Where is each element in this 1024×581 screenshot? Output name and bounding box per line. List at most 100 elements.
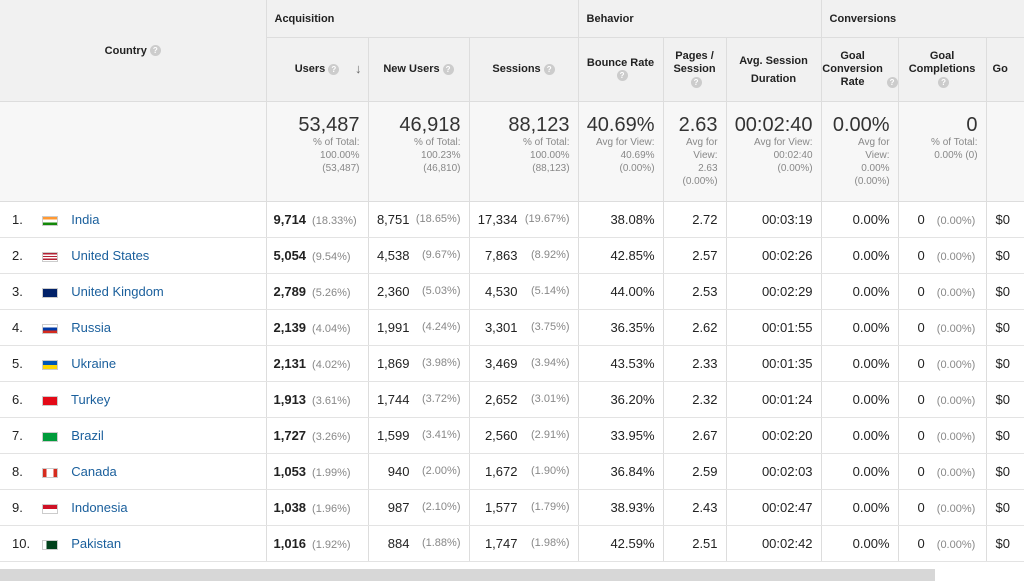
row-rank: 3. (12, 284, 23, 299)
pages-session-cell: 2.57 (663, 237, 727, 274)
goal-value-cell: $0 (986, 201, 1024, 238)
pages-session-cell: 2.43 (663, 489, 727, 526)
country-link[interactable]: Indonesia (71, 500, 128, 515)
goal-rate-cell: 0.00% (821, 201, 899, 238)
goal-rate-cell: 0.00% (821, 345, 899, 382)
bounce-rate-cell: 36.20% (578, 381, 664, 418)
sessions-header[interactable]: Sessions? (469, 37, 579, 102)
new-users-cell: 1,744 (3.72%) (368, 381, 470, 418)
report-table: Country? Acquisition Behavior Conversion… (0, 0, 1024, 562)
country-cell: 4. Russia (0, 309, 267, 346)
sessions-cell: 4,530 (5.14%) (469, 273, 579, 310)
goal-completions-cell: 0 (0.00%) (898, 453, 987, 490)
row-rank: 10. (12, 536, 31, 551)
goal-value-cell: $0 (986, 417, 1024, 454)
help-icon[interactable]: ? (328, 63, 340, 75)
duration-cell: 00:02:29 (726, 273, 822, 310)
table-row: 3. United Kingdom 2,789 (5.26%) 2,360 (5.0… (0, 273, 1024, 310)
sessions-cell: 1,577 (1.79%) (469, 489, 579, 526)
new-users-header[interactable]: New Users? (368, 37, 470, 102)
duration-cell: 00:01:55 (726, 309, 822, 346)
goal-conversion-rate-header[interactable]: Goal Conversion Rate? (821, 37, 899, 102)
sessions-cell: 3,301 (3.75%) (469, 309, 579, 346)
total-sessions: 88,123% of Total: 100.00% (88,123) (469, 101, 579, 202)
country-link[interactable]: India (71, 212, 100, 227)
bounce-rate-cell: 44.00% (578, 273, 664, 310)
help-icon[interactable]: ? (149, 45, 161, 57)
country-header[interactable]: Country? (0, 0, 267, 102)
goal-value-cell: $0 (986, 489, 1024, 526)
goal-value-cell: $0 (986, 273, 1024, 310)
users-cell: 2,139 (4.04%) (266, 309, 369, 346)
bounce-rate-header[interactable]: Bounce Rate? (578, 37, 664, 102)
country-link[interactable]: Pakistan (71, 536, 122, 551)
goal-completions-cell: 0 (0.00%) (898, 489, 987, 526)
indonesia-flag-icon (41, 503, 58, 514)
goal-completions-cell: 0 (0.00%) (898, 237, 987, 274)
total-goal-rate: 0.00% Avg for View: 0.00% (0.00%) (821, 101, 899, 202)
india-flag-icon (41, 215, 58, 226)
bounce-rate-cell: 42.85% (578, 237, 664, 274)
country-link[interactable]: Brazil (71, 428, 104, 443)
country-cell: 2. United States (0, 237, 267, 274)
help-icon[interactable]: ? (886, 76, 898, 88)
users-header[interactable]: Users? ↓ (266, 37, 369, 102)
turkey-flag-icon (41, 395, 58, 406)
goal-rate-cell: 0.00% (821, 417, 899, 454)
new-users-cell: 884 (1.88%) (368, 525, 470, 562)
country-link[interactable]: Turkey (71, 392, 111, 407)
totals-row: 53,487% of Total: 100.00% (53,487) 46,91… (0, 101, 1024, 202)
help-icon[interactable]: ? (616, 70, 628, 82)
brazil-flag-icon (41, 431, 58, 442)
bounce-rate-cell: 36.35% (578, 309, 664, 346)
goal-value-cell: $0 (986, 237, 1024, 274)
goal-completions-cell: 0 (0.00%) (898, 417, 987, 454)
goal-value-header[interactable]: Go (986, 37, 1024, 102)
help-icon[interactable]: ? (938, 76, 950, 88)
row-rank: 5. (12, 356, 23, 371)
country-cell: 7. Brazil (0, 417, 267, 454)
goal-rate-cell: 0.00% (821, 489, 899, 526)
help-icon[interactable]: ? (442, 63, 454, 75)
sort-desc-arrow-icon[interactable]: ↓ (355, 61, 362, 76)
goal-rate-cell: 0.00% (821, 309, 899, 346)
row-rank: 8. (12, 464, 23, 479)
goal-completions-header[interactable]: Goal Completions? (898, 37, 987, 102)
duration-cell: 00:02:47 (726, 489, 822, 526)
sessions-cell: 17,334 (19.67%) (469, 201, 579, 238)
goal-rate-cell: 0.00% (821, 237, 899, 274)
pages-session-cell: 2.32 (663, 381, 727, 418)
duration-cell: 00:02:20 (726, 417, 822, 454)
pages-session-cell: 2.51 (663, 525, 727, 562)
pages-session-header[interactable]: Pages / Session? (663, 37, 727, 102)
row-rank: 9. (12, 500, 23, 515)
table-row: 6. Turkey 1,913 (3.61%) 1,744 (3.72%) 2,65… (0, 381, 1024, 418)
users-cell: 9,714 (18.33%) (266, 201, 369, 238)
ukraine-flag-icon (41, 359, 58, 370)
row-rank: 4. (12, 320, 23, 335)
help-icon[interactable]: ? (690, 76, 702, 88)
sessions-cell: 2,652 (3.01%) (469, 381, 579, 418)
country-cell: 6. Turkey (0, 381, 267, 418)
table-row: 4. Russia 2,139 (4.04%) 1,991 (4.24%) 3,30… (0, 309, 1024, 346)
help-icon[interactable]: ? (543, 63, 555, 75)
users-cell: 2,131 (4.02%) (266, 345, 369, 382)
duration-cell: 00:01:24 (726, 381, 822, 418)
new-users-cell: 1,991 (4.24%) (368, 309, 470, 346)
total-bounce-rate: 40.69% Avg for View: 40.69% (0.00%) (578, 101, 664, 202)
bounce-rate-cell: 42.59% (578, 525, 664, 562)
pakistan-flag-icon (41, 539, 58, 550)
avg-session-duration-header[interactable]: Avg. Session Duration (726, 37, 822, 102)
country-cell: 10. Pakistan (0, 525, 267, 562)
country-link[interactable]: Ukraine (71, 356, 117, 371)
users-cell: 1,727 (3.26%) (266, 417, 369, 454)
country-link[interactable]: United States (71, 248, 150, 263)
table-row: 1. India 9,714 (18.33%) 8,751 (18.65%) 17,… (0, 201, 1024, 238)
new-users-cell: 1,869 (3.98%) (368, 345, 470, 382)
country-link[interactable]: United Kingdom (71, 284, 164, 299)
country-link[interactable]: Russia (71, 320, 111, 335)
table-row: 5. Ukraine 2,131 (4.02%) 1,869 (3.98%) 3,4… (0, 345, 1024, 382)
total-pages-session: 2.63 Avg for View: 2.63 (0.00%) (663, 101, 727, 202)
horizontal-scrollbar[interactable] (0, 569, 935, 581)
country-link[interactable]: Canada (71, 464, 117, 479)
